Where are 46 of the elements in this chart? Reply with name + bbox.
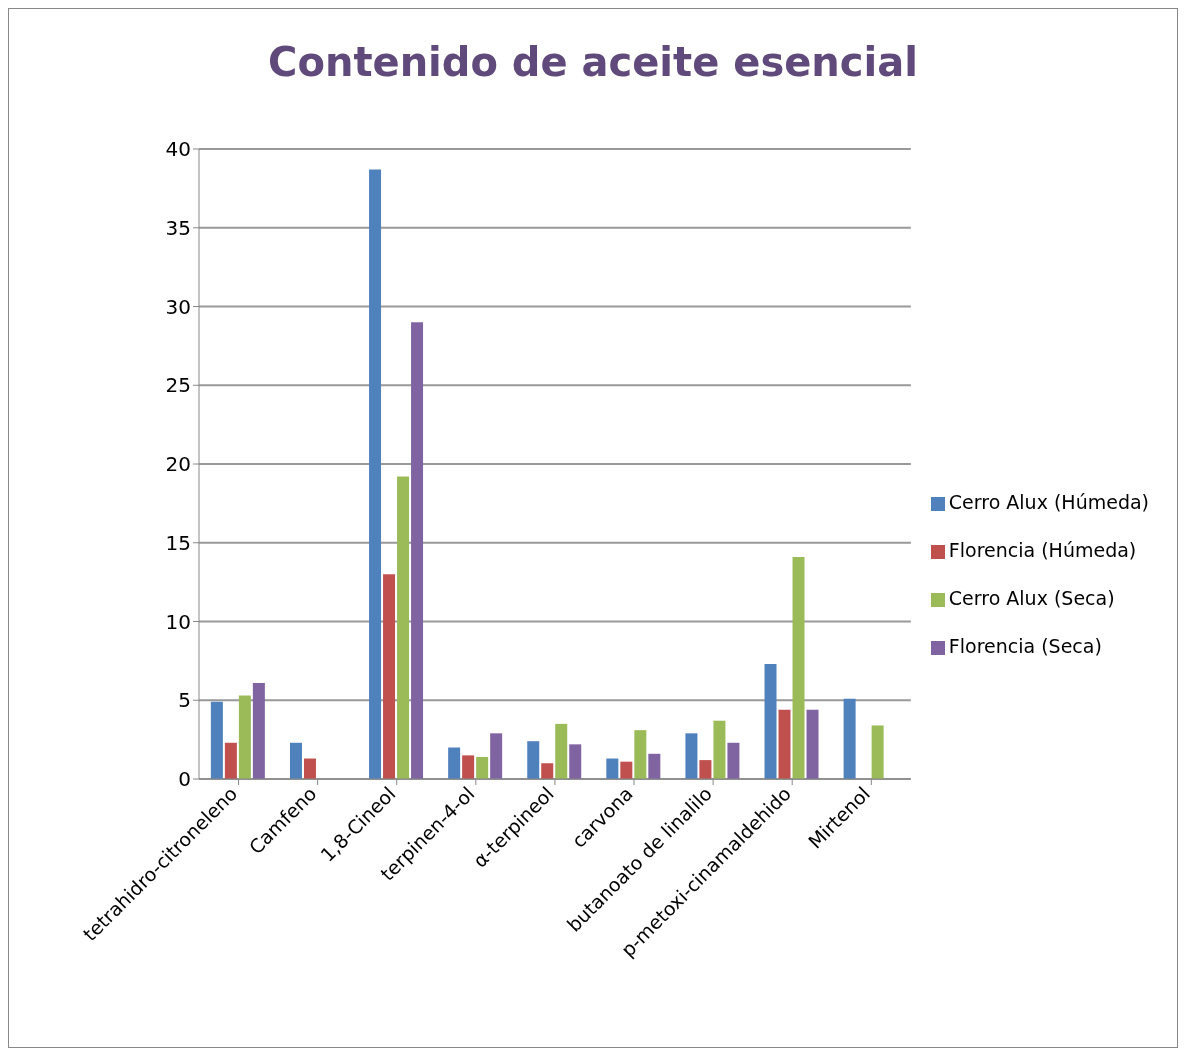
bar xyxy=(606,758,619,779)
bar xyxy=(634,730,647,779)
legend-label: Florencia (Seca) xyxy=(948,635,1102,657)
bar xyxy=(224,742,237,779)
chart-title: Contenido de aceite esencial xyxy=(267,38,919,87)
bar xyxy=(648,753,661,779)
legend-label: Florencia (Húmeda) xyxy=(948,539,1137,561)
bar xyxy=(448,747,461,779)
bar xyxy=(806,709,819,779)
y-tick-label: 5 xyxy=(178,688,191,713)
bar xyxy=(792,556,805,779)
bar xyxy=(411,322,424,779)
y-tick-label: 0 xyxy=(178,767,191,792)
bar xyxy=(210,701,223,779)
legend-label: Cerro Alux (Húmeda) xyxy=(948,491,1149,513)
y-tick-label: 35 xyxy=(165,215,191,240)
y-tick-label: 20 xyxy=(165,452,191,477)
bar xyxy=(569,744,582,779)
bar xyxy=(713,720,726,779)
bar xyxy=(383,574,396,779)
bar xyxy=(620,761,633,779)
y-tick-label: 15 xyxy=(165,530,191,555)
bar xyxy=(778,709,791,779)
bar xyxy=(699,760,712,779)
y-tick-label: 25 xyxy=(165,373,191,398)
bar xyxy=(541,763,554,779)
bar xyxy=(555,723,568,779)
bar xyxy=(843,698,856,779)
bar xyxy=(252,682,265,779)
bar xyxy=(303,758,316,779)
bar xyxy=(462,755,475,779)
bar xyxy=(685,733,698,779)
y-tick-label: 10 xyxy=(165,609,191,634)
bar xyxy=(289,742,302,779)
legend-label: Cerro Alux (Seca) xyxy=(948,587,1115,609)
bar xyxy=(727,742,740,779)
bar xyxy=(397,476,410,779)
y-tick-label: 40 xyxy=(165,137,191,162)
bar xyxy=(238,695,251,779)
bar xyxy=(490,733,503,779)
bar xyxy=(369,169,382,779)
bar xyxy=(764,664,777,779)
bar xyxy=(871,725,884,779)
bar xyxy=(527,741,540,779)
bar xyxy=(476,756,489,779)
y-tick-label: 30 xyxy=(165,294,191,319)
